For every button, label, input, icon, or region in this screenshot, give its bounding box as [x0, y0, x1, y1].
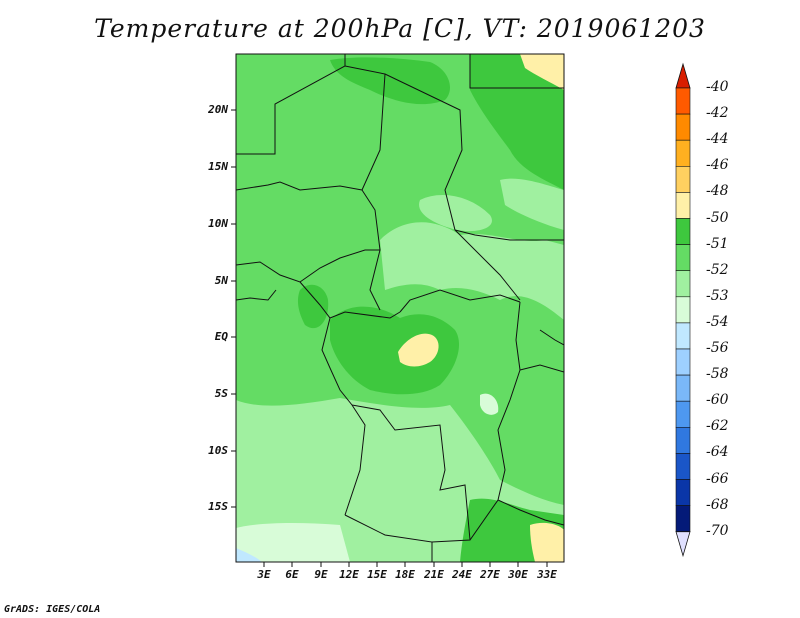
field-band-51-center [398, 333, 439, 367]
plot-frame [235, 53, 565, 563]
x-label-21e: 21E [424, 568, 444, 581]
y-ticks [231, 109, 236, 508]
colorbar-label: -64 [706, 444, 729, 461]
x-label-18e: 18E [395, 568, 415, 581]
x-label-9e: 9E [314, 568, 328, 581]
field-band-58-sw [236, 548, 262, 562]
x-label-6e: 6E [285, 568, 299, 581]
field-band-52-west [297, 284, 329, 329]
colorbar-swatch [675, 322, 691, 350]
colorbar-label: -58 [706, 366, 729, 383]
colorbar-swatch [675, 139, 691, 167]
colorbar [675, 62, 691, 558]
temperature-field [236, 54, 564, 562]
colorbar-swatch [675, 87, 691, 115]
colorbar-label: -68 [706, 496, 729, 513]
colorbar-label: -62 [706, 418, 729, 435]
colorbar-swatch [675, 244, 691, 272]
colorbar-swatch [675, 374, 691, 402]
colorbar-label: -56 [706, 340, 729, 356]
colorbar-label: -52 [706, 261, 729, 278]
x-ticks [263, 562, 548, 567]
field-band-56-e [480, 393, 499, 415]
footer-credit: GrADS: IGES/COLA [4, 604, 101, 615]
colorbar-label: -42 [706, 105, 729, 122]
colorbar-label: -53 [706, 287, 729, 304]
field-band-56-sw [236, 523, 350, 562]
colorbar-swatch [675, 296, 691, 324]
field-band-52-center [330, 306, 460, 395]
colorbar-top-arrow [675, 62, 691, 89]
colorbar-swatch [675, 348, 691, 376]
colorbar-label: -60 [706, 392, 729, 409]
colorbar-label: -70 [706, 522, 729, 539]
colorbar-label: -54 [706, 313, 729, 330]
colorbar-swatch [675, 400, 691, 428]
chart-title: Temperature at 200hPa [C], VT: 201906120… [94, 14, 706, 43]
field-band-54-north [419, 195, 492, 232]
x-label-24e: 24E [452, 568, 472, 581]
colorbar-label: -48 [706, 183, 729, 200]
country-borders [236, 54, 564, 562]
x-label-33e: 33E [537, 568, 557, 581]
colorbar-swatch [675, 192, 691, 219]
y-label-5s: 5S [214, 387, 228, 400]
y-label-15s: 15S [208, 500, 228, 513]
colorbar-swatch [675, 113, 691, 141]
y-label-15n: 15N [208, 160, 228, 173]
colorbar-swatch [675, 505, 691, 533]
x-label-3e: 3E [257, 568, 271, 581]
x-label-15e: 15E [367, 568, 387, 581]
colorbar-bottom-arrow [675, 531, 691, 558]
field-band-51-se [530, 522, 564, 562]
y-label-10n: 10N [208, 217, 228, 230]
colorbar-swatch [675, 218, 691, 245]
colorbar-label: -46 [706, 157, 729, 174]
colorbar-swatch [675, 479, 691, 506]
y-label-20n: 20N [208, 103, 228, 116]
colorbar-label: -51 [706, 235, 729, 252]
field-band-54-east [500, 178, 564, 230]
x-label-12e: 12E [339, 568, 359, 581]
colorbar-label: -66 [706, 470, 729, 487]
field-band-54-central [380, 222, 564, 320]
colorbar-label: -44 [706, 131, 729, 148]
colorbar-swatch [675, 166, 691, 193]
x-label-27e: 27E [480, 568, 500, 581]
colorbar-swatch [675, 270, 691, 298]
field-band-51-ne [520, 54, 564, 90]
colorbar-label: -50 [706, 209, 729, 226]
y-label-eq: EQ [214, 330, 228, 343]
colorbar-label: -40 [706, 79, 729, 95]
colorbar-swatch [675, 453, 691, 480]
colorbar-swatch [675, 426, 691, 454]
y-label-5n: 5N [214, 274, 228, 287]
x-label-30e: 30E [508, 568, 528, 581]
y-label-10s: 10S [208, 444, 228, 457]
